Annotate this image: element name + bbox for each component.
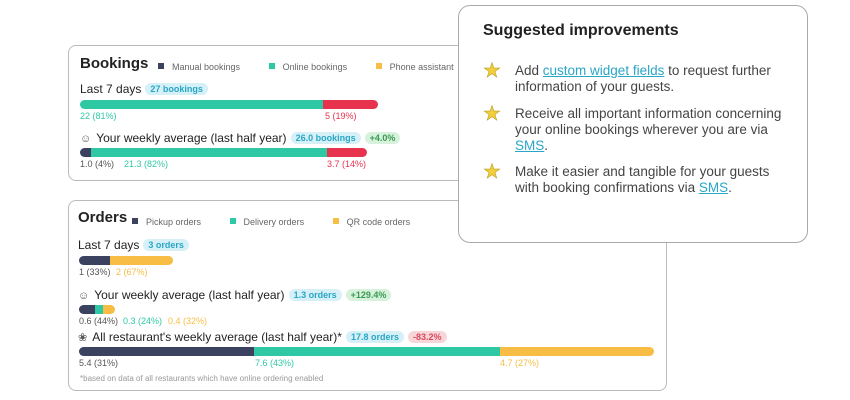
suggestions-title: Suggested improvements — [483, 22, 679, 39]
label-phone: 5 (19%) — [325, 111, 357, 121]
suggestion-item: ★ Receive all important information conce… — [483, 103, 782, 153]
bookings-weekly-badge: 26.0 bookings — [290, 132, 361, 144]
legend-delivery: Delivery orders — [229, 217, 304, 227]
bookings-weekly-bar — [80, 148, 367, 157]
label-qr: 4.7 (27%) — [500, 358, 540, 368]
star-icon: ★ — [483, 103, 502, 125]
label-delivery: 7.6 (43%) — [255, 358, 295, 368]
bar-qr — [110, 256, 173, 265]
bar-phone — [326, 148, 367, 157]
orders-weekly-badge: 1.3 orders — [288, 289, 342, 301]
bookings-change-badge: +4.0% — [364, 132, 401, 144]
orders-legend: Pickup orders Delivery orders QR code or… — [132, 217, 436, 227]
orders-all-change-badge: -83.2% — [407, 331, 447, 343]
orders-count-badge: 3 orders — [143, 239, 189, 251]
orders-weekly-bar — [79, 305, 115, 314]
bar-phone — [322, 100, 378, 109]
bar-pickup — [79, 347, 255, 356]
label-pickup: 1 (33%) — [79, 267, 111, 277]
bar-manual — [80, 148, 92, 157]
user-icon: ☺ — [78, 290, 90, 302]
orders-last7-row: Last 7 days 3 orders — [78, 238, 189, 252]
orders-all-row: ❀ All restaurant's weekly average (last h… — [78, 330, 447, 344]
sms-link[interactable]: SMS — [515, 138, 545, 153]
bookings-last7-row: Last 7 days 27 bookings — [80, 82, 208, 96]
orders-last7-bar — [79, 256, 173, 265]
label-qr: 0.4 (32%) — [168, 316, 208, 326]
label-pickup: 0.6 (44%) — [79, 316, 119, 326]
orders-all-badge: 17.8 orders — [345, 331, 404, 343]
orders-weekly-row: ☺ Your weekly average (last half year) 1.3… — [78, 288, 392, 302]
bar-delivery — [254, 347, 501, 356]
bookings-weekly-row: ☺ Your weekly average (last half year) 26.… — [80, 131, 401, 145]
bar-pickup — [79, 256, 111, 265]
label-delivery: 0.3 (24%) — [123, 316, 163, 326]
star-icon: ★ — [483, 161, 502, 183]
user-icon: ☺ — [80, 133, 92, 145]
bookings-card — [68, 45, 490, 181]
bookings-legend: Manual bookings Online bookings Phone as… — [158, 62, 480, 72]
custom-widget-fields-link[interactable]: custom widget fields — [542, 63, 665, 78]
sms-link[interactable]: SMS — [698, 180, 729, 195]
legend-phone: Phone assistant — [375, 62, 454, 72]
legend-manual: Manual bookings — [158, 62, 240, 72]
bar-delivery — [94, 305, 104, 314]
label-manual: 1.0 (4%) — [80, 159, 115, 169]
bookings-last7-bar — [80, 100, 378, 109]
legend-online: Online bookings — [268, 62, 347, 72]
store-icon: ❀ — [78, 332, 88, 344]
bar-qr — [103, 305, 115, 314]
label-pickup: 5.4 (31%) — [79, 358, 119, 368]
star-icon: ★ — [483, 60, 502, 82]
label-phone: 3.7 (14%) — [327, 159, 367, 169]
suggestion-item: ★ Add custom widget fields to request fur… — [483, 60, 771, 94]
bar-qr — [500, 347, 654, 356]
footnote: *based on data of all restaurants which … — [80, 374, 324, 383]
suggestions-panel: Suggested improvements ★ Add custom widge… — [458, 5, 808, 243]
bar-pickup — [79, 305, 95, 314]
orders-all-bar — [79, 347, 654, 356]
orders-title: Orders — [78, 209, 128, 226]
label-qr: 2 (67%) — [116, 267, 148, 277]
suggestion-item: ★ Make it easier and tangible for your gu… — [483, 161, 770, 195]
bookings-title: Bookings — [80, 55, 149, 72]
label-online: 22 (81%) — [80, 111, 117, 121]
bookings-count-badge: 27 bookings — [145, 83, 208, 95]
bar-online — [80, 100, 323, 109]
orders-change-badge: +129.4% — [345, 289, 392, 301]
label-online: 21.3 (82%) — [124, 159, 169, 169]
legend-pickup: Pickup orders — [132, 217, 201, 227]
bar-online — [91, 148, 327, 157]
legend-qr: QR code orders — [332, 217, 410, 227]
